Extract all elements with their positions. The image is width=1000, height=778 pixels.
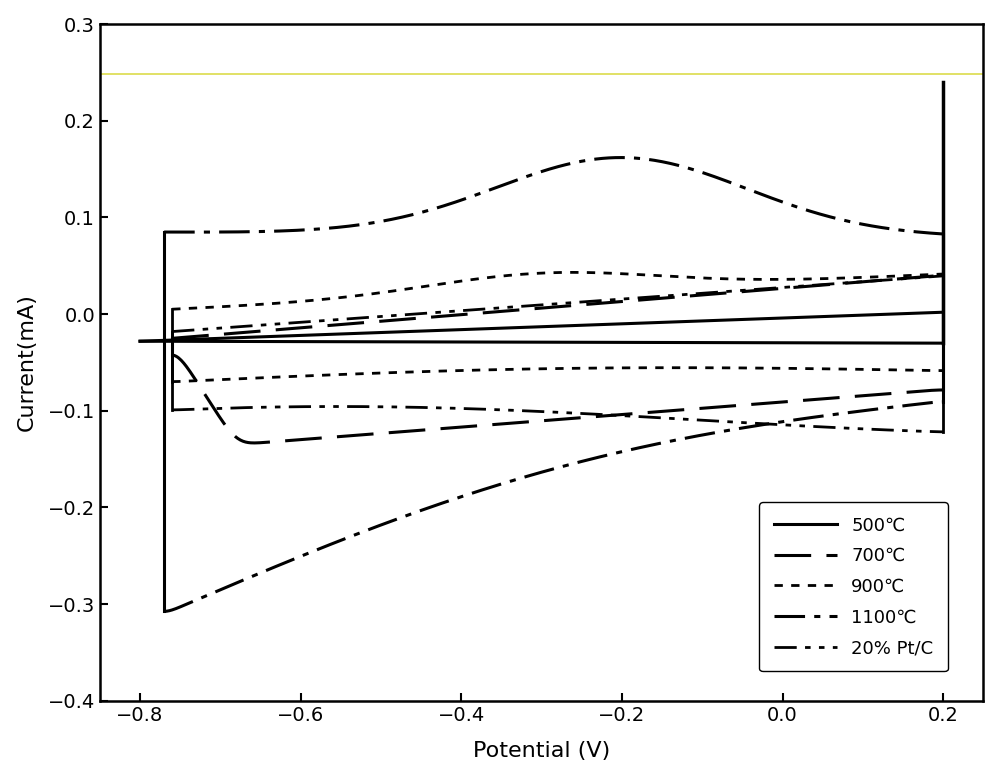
- X-axis label: Potential (V): Potential (V): [473, 741, 610, 762]
- Legend: 500℃, 700℃, 900℃, 1100℃, 20% Pt/C: 500℃, 700℃, 900℃, 1100℃, 20% Pt/C: [759, 502, 948, 671]
- Y-axis label: Current(mA): Current(mA): [17, 293, 37, 432]
